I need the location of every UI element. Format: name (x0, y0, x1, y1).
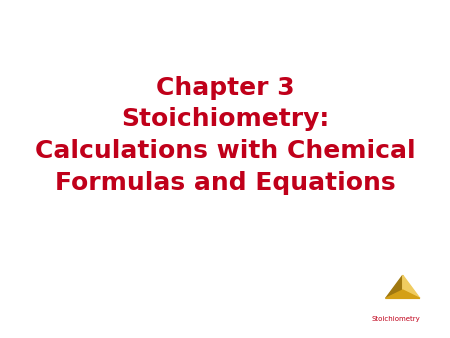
Text: Chapter 3
Stoichiometry:
Calculations with Chemical
Formulas and Equations: Chapter 3 Stoichiometry: Calculations wi… (35, 76, 415, 195)
Text: Stoichiometry: Stoichiometry (372, 316, 420, 322)
Polygon shape (386, 290, 420, 298)
Polygon shape (386, 275, 403, 298)
Polygon shape (403, 275, 420, 298)
